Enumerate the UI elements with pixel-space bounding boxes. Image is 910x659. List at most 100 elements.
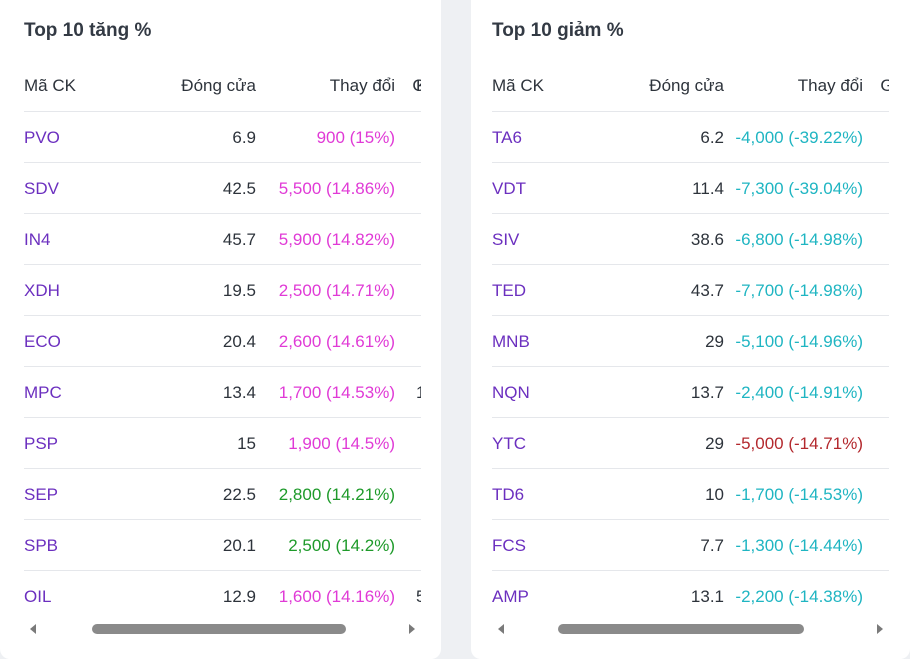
losers-title: Top 10 giảm % <box>492 20 624 41</box>
header-symbol[interactable]: Mã CK <box>24 76 76 95</box>
gainers-header-row: Mã CK Đóng cửa Thay đổi GTGD(tỷ) K <box>24 60 421 111</box>
stock-symbol[interactable]: MNB <box>492 332 530 351</box>
close-price: 15 <box>237 434 256 453</box>
losers-horizontal-scrollbar[interactable] <box>492 621 889 637</box>
close-price: 11.4 <box>692 179 724 198</box>
close-price: 12.9 <box>222 587 256 606</box>
stock-symbol[interactable]: MPC <box>24 383 62 402</box>
triangle-right-icon[interactable] <box>877 624 883 634</box>
gainers-horizontal-scrollbar[interactable] <box>24 621 421 637</box>
losers-table: Mã CK Đóng cửa Thay đổi GTGD(tỷ) TA66.2-… <box>492 60 889 615</box>
close-price: 13.4 <box>222 383 256 402</box>
price-change: -6,800 (-14.98%) <box>735 230 863 249</box>
stock-symbol[interactable]: SIV <box>492 230 520 249</box>
close-price: 42.5 <box>222 179 256 198</box>
price-change: -7,300 (-39.04%) <box>735 179 863 198</box>
header-value[interactable]: GTGD(tỷ) <box>412 76 421 95</box>
triangle-left-icon[interactable] <box>30 624 36 634</box>
stock-symbol[interactable]: TED <box>492 281 526 300</box>
close-price: 6.2 <box>700 128 724 147</box>
stock-symbol[interactable]: PSP <box>24 434 59 453</box>
close-price: 7.7 <box>700 536 724 555</box>
header-extra[interactable]: K <box>416 60 421 111</box>
header-change[interactable]: Thay đổi <box>329 76 395 95</box>
close-price: 6.9 <box>232 128 256 147</box>
header-close[interactable]: Đóng cửa <box>181 76 256 95</box>
header-change[interactable]: Thay đổi <box>797 76 863 95</box>
close-price: 19.5 <box>222 281 256 300</box>
top-gainers-card: Top 10 tăng % Mã CK Đóng cửa Thay đổi GT… <box>0 0 441 659</box>
losers-scrollbar-thumb[interactable] <box>558 624 804 634</box>
close-price: 13.1 <box>690 587 724 606</box>
header-symbol[interactable]: Mã CK <box>492 76 544 95</box>
stock-symbol[interactable]: SPB <box>24 536 59 555</box>
close-price: 13.7 <box>690 383 724 402</box>
stock-symbol[interactable]: TD6 <box>492 485 525 504</box>
stock-symbol[interactable]: PVO <box>24 128 60 147</box>
price-change: 900 (15%) <box>316 128 395 147</box>
close-price: 20.4 <box>222 332 256 351</box>
price-change: -1,700 (-14.53%) <box>735 485 863 504</box>
close-price: 22.5 <box>222 485 256 504</box>
stock-symbol[interactable]: ECO <box>24 332 61 351</box>
price-change: -1,300 (-14.44%) <box>735 536 863 555</box>
price-change: 1,600 (14.16%) <box>278 587 395 606</box>
close-price: 38.6 <box>690 230 724 249</box>
losers-table-viewport[interactable]: Mã CK Đóng cửa Thay đổi GTGD(tỷ) TA66.2-… <box>492 60 889 615</box>
stock-symbol[interactable]: AMP <box>492 587 529 606</box>
price-change: -2,400 (-14.91%) <box>735 383 863 402</box>
stock-symbol[interactable]: NQN <box>492 383 530 402</box>
price-change: -2,200 (-14.38%) <box>735 587 863 606</box>
stock-symbol[interactable]: XDH <box>24 281 60 300</box>
price-change: 2,800 (14.21%) <box>278 485 395 504</box>
triangle-left-icon[interactable] <box>498 624 504 634</box>
gainers-table-viewport[interactable]: Mã CK Đóng cửa Thay đổi GTGD(tỷ) K PVO 6.… <box>24 60 421 615</box>
stock-symbol[interactable]: TA6 <box>492 128 522 147</box>
header-value[interactable]: GTGD(tỷ) <box>880 76 889 95</box>
stock-symbol[interactable]: VDT <box>492 179 526 198</box>
header-close[interactable]: Đóng cửa <box>649 76 724 95</box>
gainers-scrollbar-thumb[interactable] <box>92 624 346 634</box>
price-change: 1,900 (14.5%) <box>288 434 395 453</box>
price-change: 2,600 (14.61%) <box>278 332 395 351</box>
close-price: 20.1 <box>222 536 256 555</box>
close-price: 45.7 <box>222 230 256 249</box>
close-price: 29 <box>705 434 724 453</box>
gainers-title: Top 10 tăng % <box>24 20 152 41</box>
stock-symbol[interactable]: SDV <box>24 179 59 198</box>
triangle-right-icon[interactable] <box>409 624 415 634</box>
stock-symbol[interactable]: IN4 <box>24 230 51 249</box>
price-change: -5,100 (-14.96%) <box>735 332 863 351</box>
price-change: -7,700 (-14.98%) <box>735 281 863 300</box>
extra-column-value: 5 <box>416 587 421 606</box>
close-price: 43.7 <box>690 281 724 300</box>
stock-symbol[interactable]: FCS <box>492 536 526 555</box>
stock-symbol[interactable]: OIL <box>24 587 52 606</box>
stock-symbol[interactable]: YTC <box>492 434 526 453</box>
extra-column-value: 1 <box>416 383 421 402</box>
losers-header-row: Mã CK Đóng cửa Thay đổi GTGD(tỷ) <box>492 60 889 111</box>
stock-symbol[interactable]: SEP <box>24 485 59 504</box>
price-change: -4,000 (-39.22%) <box>735 128 863 147</box>
